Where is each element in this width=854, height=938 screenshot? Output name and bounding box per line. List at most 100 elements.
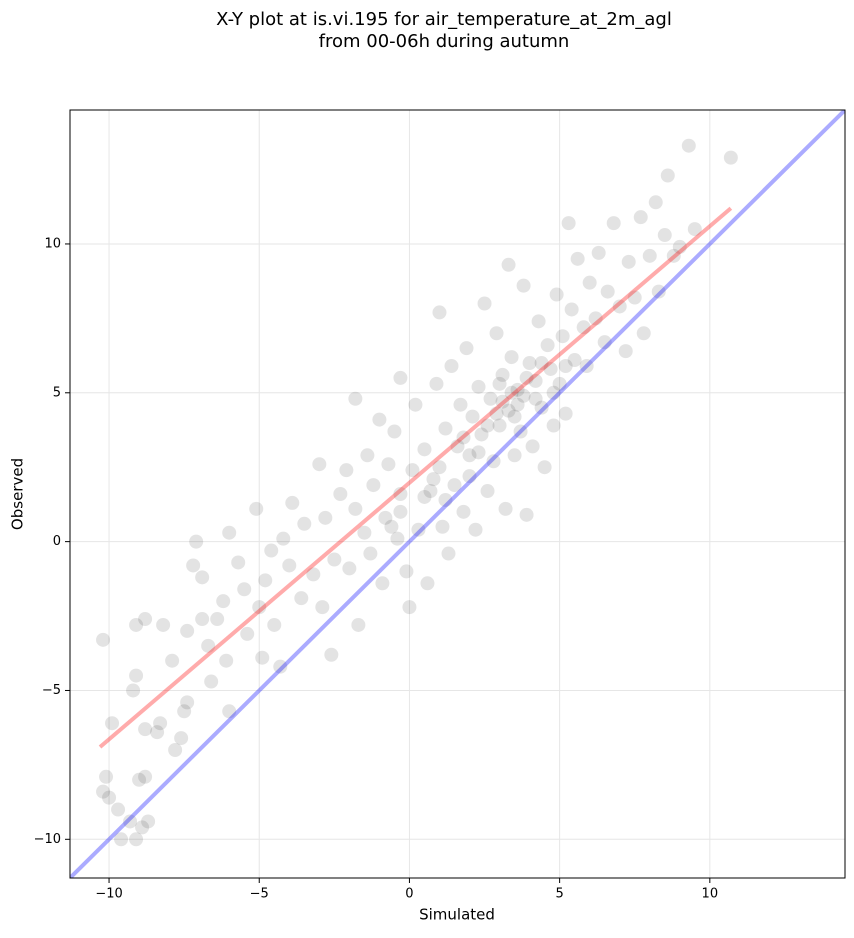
point (642, 248, 657, 263)
point (264, 543, 279, 558)
point (459, 341, 474, 356)
point (513, 424, 528, 439)
point (687, 222, 702, 237)
point (468, 522, 483, 537)
point (555, 329, 570, 344)
point (348, 391, 363, 406)
point (96, 784, 111, 799)
point (444, 359, 459, 373)
point (297, 516, 312, 531)
point (666, 248, 681, 263)
point (222, 525, 237, 540)
point (465, 409, 480, 424)
point (597, 335, 612, 350)
point (129, 617, 144, 632)
point (519, 370, 534, 385)
point (348, 501, 363, 516)
point (417, 489, 432, 504)
point (132, 772, 147, 787)
point (180, 695, 195, 710)
point (489, 406, 504, 421)
y-tick-label: 0 (53, 534, 61, 549)
point (528, 391, 543, 406)
point (528, 373, 543, 388)
point (633, 210, 648, 225)
point (561, 216, 576, 231)
point (393, 487, 408, 501)
point (99, 769, 114, 784)
point (471, 379, 486, 394)
point (402, 600, 417, 615)
point (273, 659, 288, 674)
point (408, 397, 423, 412)
point (204, 674, 219, 689)
point (456, 430, 471, 445)
point (258, 573, 273, 588)
fit-line (98, 206, 733, 749)
point (495, 394, 510, 409)
point (423, 484, 438, 499)
point (534, 356, 549, 371)
point (516, 278, 531, 293)
point (114, 832, 129, 847)
point (357, 525, 372, 540)
point (267, 617, 282, 632)
point (432, 305, 447, 320)
point (324, 647, 339, 662)
point (489, 326, 504, 341)
point (165, 653, 180, 668)
point (531, 314, 546, 329)
point (507, 409, 522, 424)
point (480, 418, 495, 433)
point (672, 239, 687, 254)
point (549, 287, 564, 302)
point (156, 617, 171, 632)
point (201, 638, 216, 653)
x-tick-label: −10 (95, 887, 122, 902)
point (558, 359, 573, 373)
y-tick-label: 5 (53, 385, 61, 400)
point (558, 406, 573, 421)
point (471, 445, 486, 460)
point (588, 311, 603, 326)
point (342, 561, 357, 576)
point (138, 722, 153, 737)
chart-title: X-Y plot at is.vi.195 for air_temperatur… (216, 9, 672, 30)
chart-subtitle: from 00-06h during autumn (319, 31, 570, 52)
point (657, 228, 672, 243)
point (372, 412, 387, 427)
point (384, 519, 399, 534)
point (153, 716, 168, 731)
point (612, 299, 627, 314)
point (249, 501, 264, 516)
point (456, 504, 471, 519)
point (723, 150, 738, 165)
y-tick-label: −10 (34, 832, 61, 847)
point (168, 743, 183, 757)
point (582, 275, 597, 290)
point (360, 448, 375, 463)
point (537, 460, 552, 475)
point (432, 460, 447, 475)
point (285, 495, 300, 510)
point (483, 391, 498, 406)
point (180, 623, 195, 638)
point (438, 421, 453, 436)
point (126, 683, 141, 698)
point (651, 284, 666, 299)
point (648, 195, 663, 210)
point (519, 507, 534, 522)
point (480, 484, 495, 499)
point (552, 376, 567, 391)
point (546, 418, 561, 433)
point (591, 245, 606, 260)
point (255, 650, 270, 665)
point (627, 290, 642, 305)
x-tick-label: −5 (250, 887, 269, 902)
point (426, 472, 441, 487)
point (129, 668, 144, 683)
point (525, 439, 540, 454)
point (447, 478, 462, 493)
point (237, 582, 252, 597)
